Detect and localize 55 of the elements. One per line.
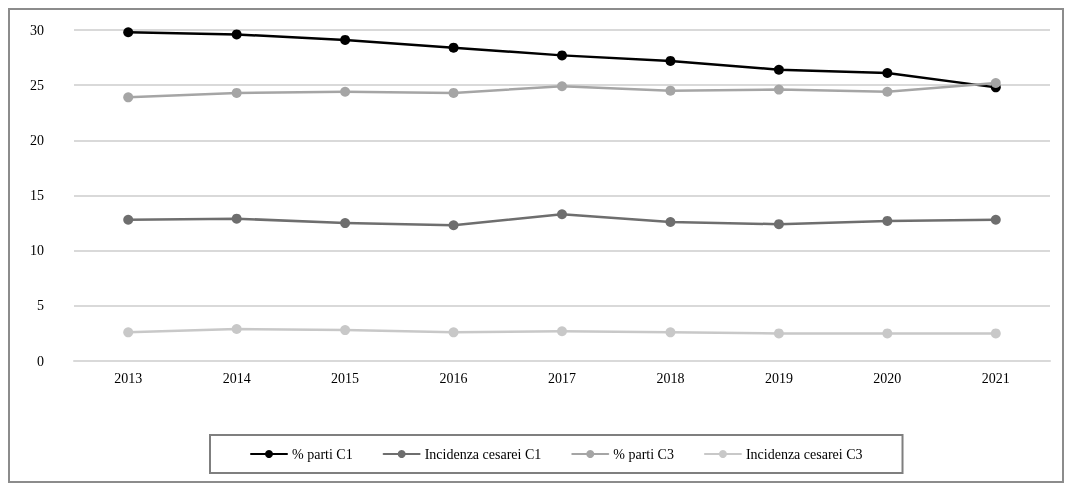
point [557,50,567,61]
point [773,328,784,339]
point [231,29,242,40]
x-tick-label: 2014 [222,370,251,386]
x-tick-label: 2020 [873,370,902,386]
point [990,214,1001,225]
point [340,218,351,229]
point [773,64,784,75]
point [882,68,893,79]
point [882,86,893,97]
point [340,325,351,336]
point [448,220,459,231]
point [557,209,567,220]
point [773,219,784,230]
x-tick-label: 2017 [548,370,576,386]
point [231,324,242,334]
legend-label: Incidenza cesarei C3 [745,446,863,462]
point [773,84,784,95]
point [231,87,242,98]
point [882,215,893,226]
legend-label: % parti C1 [292,446,353,462]
legend-label: % parti C3 [613,446,674,462]
point [557,81,567,92]
point [448,327,459,338]
point [990,77,1001,88]
point [231,213,242,224]
x-tick-label: 2018 [656,370,685,386]
point [123,327,134,338]
y-tick-label: 0 [37,353,44,369]
y-tick-label: 30 [30,22,44,38]
y-tick-label: 15 [30,188,44,203]
point [448,42,459,53]
point [340,34,351,45]
y-tick-label: 25 [30,77,44,93]
y-tick-label: 5 [37,298,44,314]
point [665,85,676,96]
x-tick-label: 2016 [439,370,468,386]
x-tick-label: 2019 [764,370,793,386]
point [448,87,459,98]
y-tick-label: 10 [30,243,44,259]
point [340,86,351,97]
x-tick-label: 2013 [114,370,143,386]
x-tick-label: 2021 [981,370,1010,386]
x-tick-label: 2015 [331,370,360,386]
y-tick-label: 20 [30,132,44,148]
point [665,55,676,66]
point [123,92,134,103]
point [557,326,567,337]
point [123,27,134,38]
point [665,327,676,338]
legend-label: Incidenza cesarei C1 [424,446,542,462]
point [882,328,893,339]
point [123,214,134,225]
point [665,216,676,227]
point [990,328,1001,339]
